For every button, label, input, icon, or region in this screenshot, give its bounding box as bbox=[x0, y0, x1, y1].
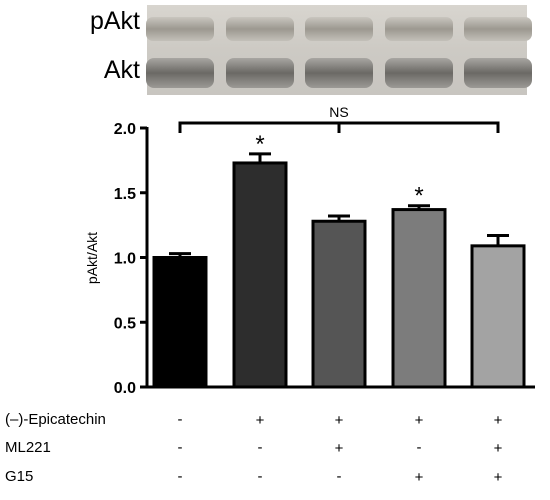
condition-value: + bbox=[335, 412, 344, 429]
significance-markers: ** bbox=[255, 131, 423, 210]
western-blot-panel: pAkt Akt bbox=[90, 5, 532, 95]
y-tick-label: 2.0 bbox=[114, 121, 136, 138]
condition-value: - bbox=[417, 439, 422, 456]
condition-row: ML221 - - + - + bbox=[5, 439, 503, 457]
pakt-band-row bbox=[146, 17, 532, 41]
bar bbox=[311, 219, 367, 389]
error-bar bbox=[169, 252, 191, 258]
significance-star: * bbox=[414, 183, 423, 210]
condition-value: - bbox=[178, 439, 183, 456]
bracket-label: NS bbox=[329, 104, 348, 120]
condition-value: + bbox=[415, 469, 424, 486]
y-tick-label: 0.0 bbox=[114, 380, 136, 397]
y-tick-label: 1.5 bbox=[114, 186, 136, 203]
significance-star: * bbox=[255, 131, 264, 158]
bar bbox=[391, 208, 447, 389]
condition-value: - bbox=[337, 468, 342, 485]
akt-blot-label: Akt bbox=[104, 56, 140, 84]
condition-value: - bbox=[258, 439, 263, 456]
y-tick-label: 1.0 bbox=[114, 251, 136, 268]
bars-group bbox=[152, 161, 526, 389]
error-bar bbox=[328, 214, 350, 222]
condition-value: + bbox=[494, 469, 503, 486]
akt-band bbox=[146, 58, 214, 88]
bar bbox=[152, 256, 208, 389]
akt-band-row bbox=[146, 58, 532, 88]
y-ticks-group: 0.0 0.5 1.0 1.5 2.0 bbox=[114, 121, 147, 397]
treatment-table: (–)-Epicatechin - + + + + ML221 - - + - + G15 - - - + + bbox=[5, 411, 503, 486]
condition-row: (–)-Epicatechin - + + + + bbox=[5, 411, 503, 429]
pakt-blot-label: pAkt bbox=[90, 7, 140, 35]
pakt-band bbox=[464, 17, 532, 41]
condition-value: + bbox=[494, 440, 503, 457]
bar-chart: pAkt/Akt 0.00.51.01.52.0 ** NS (–)-Epica… bbox=[5, 104, 535, 486]
akt-band bbox=[305, 58, 373, 88]
bracket-line bbox=[178, 121, 500, 133]
condition-label: ML221 bbox=[5, 439, 51, 456]
pakt-band bbox=[385, 17, 453, 41]
condition-value: + bbox=[256, 412, 265, 429]
condition-value: + bbox=[494, 412, 503, 429]
ns-bracket: NS bbox=[178, 104, 500, 133]
pakt-band bbox=[305, 17, 373, 41]
condition-value: - bbox=[178, 411, 183, 428]
pakt-band bbox=[146, 17, 214, 41]
bar bbox=[470, 244, 526, 389]
condition-value: - bbox=[178, 468, 183, 485]
akt-band bbox=[226, 58, 294, 88]
y-tick-label: 0.5 bbox=[114, 315, 136, 332]
bar bbox=[232, 161, 288, 389]
akt-band bbox=[464, 58, 532, 88]
condition-value: - bbox=[258, 468, 263, 485]
y-axis-title: pAkt/Akt bbox=[84, 232, 100, 284]
error-bar bbox=[249, 152, 271, 163]
error-bar bbox=[408, 204, 430, 210]
condition-label: G15 bbox=[5, 468, 33, 485]
error-bar bbox=[487, 233, 509, 246]
condition-row: G15 - - - + + bbox=[5, 468, 503, 486]
condition-label: (–)-Epicatechin bbox=[5, 411, 106, 428]
akt-band bbox=[385, 58, 453, 88]
condition-value: + bbox=[335, 440, 344, 457]
pakt-band bbox=[226, 17, 294, 41]
error-bars-group bbox=[169, 152, 509, 258]
condition-value: + bbox=[415, 412, 424, 429]
